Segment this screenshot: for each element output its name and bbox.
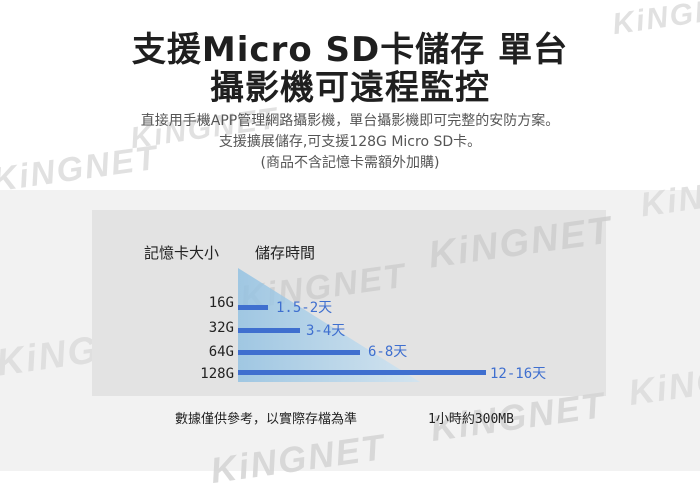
range-32g: 3-4天 [306, 323, 346, 339]
subtitle-line1: 直接用手機APP管理網路攝影機，單台攝影機即可完整的安防方案。 [140, 113, 560, 129]
capacity-128g: 128G [200, 366, 234, 382]
bar-32g [238, 328, 300, 333]
page-title: 支援Micro SD卡儲存 單台 [131, 30, 569, 70]
column-header-storage-time: 儲存時間 [255, 244, 316, 262]
bar-64g [238, 350, 360, 355]
capacity-32g: 32G [208, 320, 234, 336]
capacity-16g: 16G [208, 295, 234, 311]
range-128g: 12-16天 [490, 366, 547, 382]
subtitle-line3: (商品不含記憶卡需額外加購) [260, 155, 440, 171]
data-reference-note: 數據僅供參考，以實際存檔為準 [175, 412, 358, 427]
column-header-card-size: 記憶卡大小 [144, 244, 220, 262]
capacity-64g: 64G [208, 344, 234, 360]
bar-128g [238, 370, 486, 375]
growth-triangle-graphic [238, 268, 420, 382]
data-rate-note: 1小時約300MB [428, 412, 514, 427]
subtitle-line2: 支援擴展儲存,可支援128G Micro SD卡。 [218, 134, 482, 150]
range-16g: 1.5-2天 [276, 300, 333, 316]
range-64g: 6-8天 [368, 344, 408, 360]
header-area [0, 0, 700, 190]
bar-16g [238, 305, 268, 310]
page-title-line2: 攝影機可遠程監控 [210, 68, 490, 108]
